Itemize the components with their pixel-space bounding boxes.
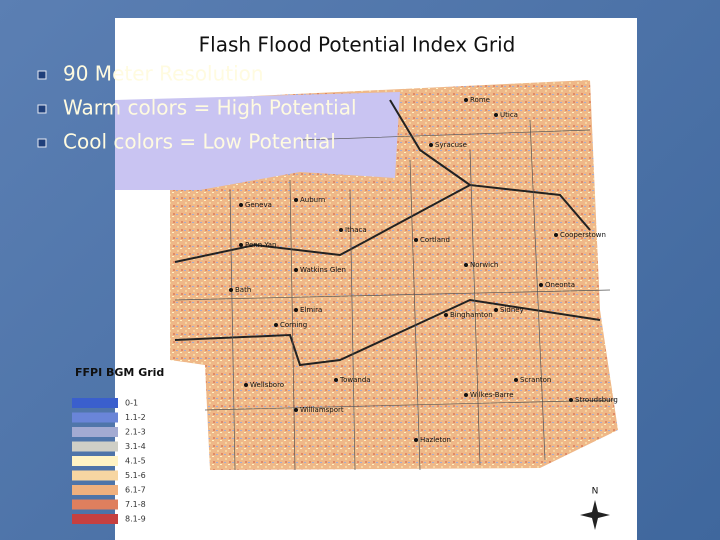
place-dot	[294, 408, 298, 412]
place-dot	[294, 308, 298, 312]
legend-swatch	[72, 470, 118, 481]
boundaries	[174, 99, 601, 367]
place-dot	[274, 323, 278, 327]
place-dot	[464, 263, 468, 267]
legend-label: 2.1-3	[125, 428, 146, 437]
legend-swatch	[72, 398, 118, 408]
bullet-marker	[37, 70, 47, 80]
place-label: Hazleton	[420, 436, 451, 444]
place-label: Binghamton	[450, 311, 493, 319]
place-label: Wellsboro	[250, 381, 284, 389]
lake	[115, 92, 400, 190]
place-dot	[494, 113, 498, 117]
boundary	[174, 183, 591, 263]
place-label: Elmira	[300, 306, 322, 314]
place-label: Utica	[500, 111, 518, 119]
place-dot	[414, 238, 418, 242]
legend-label: 5.1-6	[125, 471, 146, 480]
county-line	[174, 119, 616, 471]
bullet-text: Warm colors = High Potential	[63, 96, 357, 120]
place-dot	[539, 283, 543, 287]
legend-swatch	[72, 514, 118, 524]
place-label: Scranton	[520, 376, 551, 384]
place-label: Ithaca	[345, 226, 367, 234]
legend-label: 3.1-4	[125, 442, 146, 451]
place-dot	[429, 143, 433, 147]
place-label: Penn Yan	[245, 241, 276, 249]
legend-swatch	[72, 456, 118, 466]
legend-swatch	[72, 441, 118, 452]
legend-label: 6.1-7	[125, 486, 146, 495]
place-dot	[569, 398, 573, 402]
legend-swatch	[72, 499, 118, 510]
map-area	[170, 80, 618, 470]
compass-rose	[580, 500, 610, 530]
legend-label: 1.1-2	[125, 413, 146, 422]
place-label: Williamsport	[300, 406, 344, 414]
place-dot	[414, 438, 418, 442]
place-dot	[464, 98, 468, 102]
place-label: Auburn	[300, 196, 325, 204]
place-dot	[494, 308, 498, 312]
place-label: Syracuse	[435, 141, 467, 149]
legend-label: 0-1	[125, 399, 138, 408]
place-label: Stroudsburg	[575, 396, 618, 404]
legend-label: 8.1-9	[125, 515, 146, 524]
place-dot	[444, 313, 448, 317]
map-title: Flash Flood Potential Index Grid	[199, 33, 516, 57]
legend-label: 7.1-8	[125, 500, 146, 509]
place-dot	[229, 288, 233, 292]
place-dot	[244, 383, 248, 387]
place-label: Rome	[470, 96, 490, 104]
place-label: Corning	[280, 321, 307, 329]
place-label: Watkins Glen	[300, 266, 346, 274]
place-dot	[294, 198, 298, 202]
place-label: Geneva	[245, 201, 272, 209]
bullets: 90 Meter Resolution Warm colors = High Po…	[37, 62, 357, 154]
legend-swatch	[72, 427, 118, 437]
place-dot	[239, 203, 243, 207]
legend-title: FFPI BGM Grid	[75, 366, 164, 379]
place-dot	[334, 378, 338, 382]
place-label: Wilkes-Barre	[470, 391, 514, 399]
place-dot	[514, 378, 518, 382]
boundary	[174, 298, 601, 367]
place-dot	[554, 233, 558, 237]
legend: 0-1 1.1-2 2.1-3 3.1-4 4.1-5 5.1-6 6.1-7 7.1-8 8.…	[72, 398, 146, 524]
place-label: Cooperstown	[560, 231, 606, 239]
compass-label: N	[592, 487, 599, 497]
legend-swatch	[72, 412, 118, 423]
bullet-marker	[37, 104, 47, 114]
bullet-text: 90 Meter Resolution	[63, 62, 264, 86]
county-lines	[174, 119, 616, 471]
place-label: Cortland	[420, 236, 450, 244]
legend-swatch	[72, 485, 118, 495]
bullet-text: Cool colors = Low Potential	[63, 130, 336, 154]
bullet-marker	[37, 138, 47, 148]
boundary	[389, 99, 471, 186]
legend-label: 4.1-5	[125, 457, 146, 466]
place-label: Sidney	[500, 306, 524, 314]
place-dot	[464, 393, 468, 397]
places: Syracuse Auburn Geneva Penn Yan Watkins Glen…	[229, 96, 618, 444]
place-label: Oneonta	[545, 281, 575, 289]
place-dot	[239, 243, 243, 247]
place-dot	[294, 268, 298, 272]
place-label: Towanda	[339, 376, 371, 384]
place-label: Norwich	[470, 261, 498, 269]
place-label: Bath	[235, 286, 251, 294]
place-dot	[339, 228, 343, 232]
